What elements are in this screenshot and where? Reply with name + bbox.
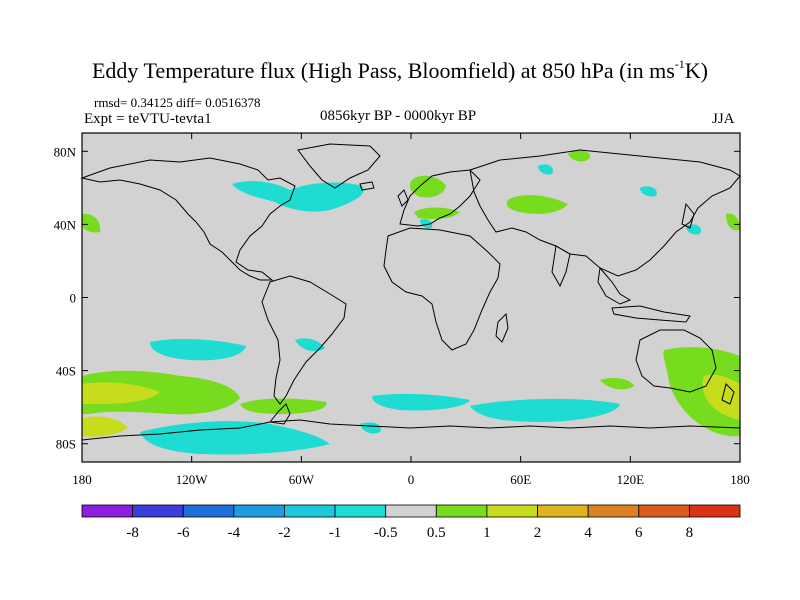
patch-siberia-neg (538, 164, 553, 175)
patch-pacific-nw-pos (82, 213, 101, 233)
colorbar-swatch (537, 504, 589, 518)
plot-title: Eddy Temperature flux (High Pass, Bloomf… (91, 56, 708, 83)
stats-text: rmsd= 0.34125 diff= 0.0516378 (94, 95, 261, 110)
colorbar-swatch (334, 504, 387, 518)
longitude-axis: 180 120W 60W 0 60E 120E 180 (72, 133, 750, 487)
patch-europe-pos (410, 175, 446, 198)
coast-antarctica (81, 419, 741, 441)
period-label: 0856kyr BP - 0000kyr BP (320, 108, 477, 124)
latitude-axis: 80N 40N 0 40S 80S (54, 144, 740, 452)
colorbar-label: 0.5 (427, 525, 446, 541)
coast-europe (399, 169, 481, 227)
lon-label: 180 (72, 472, 92, 487)
experiment-label: Expt = teVTU-tevta1 (84, 111, 212, 127)
lon-label: 60W (289, 472, 315, 487)
patch-antarctic-neg2 (360, 422, 381, 434)
colorbar-label: -1 (329, 525, 342, 541)
coastlines (80, 143, 741, 441)
colorbar-label: 6 (635, 525, 643, 541)
coast-south-america (261, 275, 347, 405)
colorbar-label: 2 (534, 525, 542, 541)
colorbar: -8 -6 -4 -2 -1 -0.5 0.5 1 2 4 6 8 (81, 504, 741, 541)
colorbar-swatch (486, 504, 538, 518)
lon-label: 120W (176, 472, 209, 487)
coast-asia (469, 149, 741, 277)
patch-sw-pacific-yellow (82, 382, 160, 404)
anomaly-patches (82, 150, 740, 455)
coast-indonesia (611, 305, 691, 323)
season-label: JJA (712, 111, 735, 127)
colorbar-swatch (638, 504, 690, 518)
patch-north-atlantic-neg (232, 181, 364, 212)
lon-label: 180 (730, 472, 750, 487)
coast-north-america (80, 157, 296, 281)
patch-sw-pacific-pos (82, 370, 240, 415)
coast-japan (681, 202, 695, 229)
lat-label: 40S (56, 364, 76, 379)
colorbar-label: -6 (177, 525, 190, 541)
patch-south-pacific-neg (150, 339, 246, 361)
colorbar-label: -4 (228, 525, 241, 541)
colorbar-swatch (182, 504, 235, 518)
colorbar-label: -8 (126, 525, 139, 541)
colorbar-swatch (587, 504, 640, 518)
colorbar-label: -2 (278, 525, 291, 541)
colorbar-swatch (132, 504, 184, 518)
patch-north-pacific-neg (686, 224, 701, 235)
colorbar-swatch (81, 504, 134, 518)
colorbar-label: 8 (686, 525, 694, 541)
coast-australia (635, 329, 717, 393)
coast-se-asia (597, 266, 632, 305)
coast-iceland (359, 181, 375, 191)
patch-australia-yellow (702, 374, 740, 420)
colorbar-swatch (284, 504, 336, 518)
lat-label: 40N (54, 217, 77, 232)
patch-east-asia-neg (640, 186, 657, 197)
lat-label: 80S (56, 437, 76, 452)
patch-south-indian-pos (600, 378, 634, 390)
lat-label: 80N (54, 144, 77, 159)
patch-med-neg (420, 219, 433, 229)
patch-southern-ocean-neg (470, 398, 620, 422)
lon-label: 60E (510, 472, 531, 487)
coast-new-zealand (721, 383, 735, 405)
colorbar-swatch (385, 504, 437, 518)
colorbar-label: 1 (483, 525, 491, 541)
colorbar-swatch (435, 504, 488, 518)
patch-arctic-pos (568, 150, 591, 162)
colorbar-label: 4 (584, 525, 592, 541)
patch-med-pos (414, 207, 460, 220)
patch-ross-pos (82, 416, 128, 437)
patch-pacific-ne-pos (726, 213, 740, 231)
patch-australia-pos (663, 347, 740, 437)
patch-south-pacific-neg2 (295, 338, 325, 352)
coast-greenland (297, 143, 381, 189)
patch-asia-pos (506, 195, 568, 214)
colorbar-label: -0.5 (374, 525, 398, 541)
coast-antarctic-peninsula (269, 403, 291, 425)
coast-india (551, 245, 571, 288)
lon-label: 0 (408, 472, 415, 487)
colorbar-swatch (233, 504, 285, 518)
patch-south-atlantic-neg (372, 393, 470, 411)
patch-antarctic-neg (140, 421, 330, 455)
coast-madagascar (495, 312, 509, 343)
colorbar-swatch (688, 504, 741, 518)
coast-africa (383, 227, 501, 351)
lon-label: 120E (617, 472, 645, 487)
lat-label: 0 (70, 291, 77, 306)
coast-uk (397, 189, 409, 207)
